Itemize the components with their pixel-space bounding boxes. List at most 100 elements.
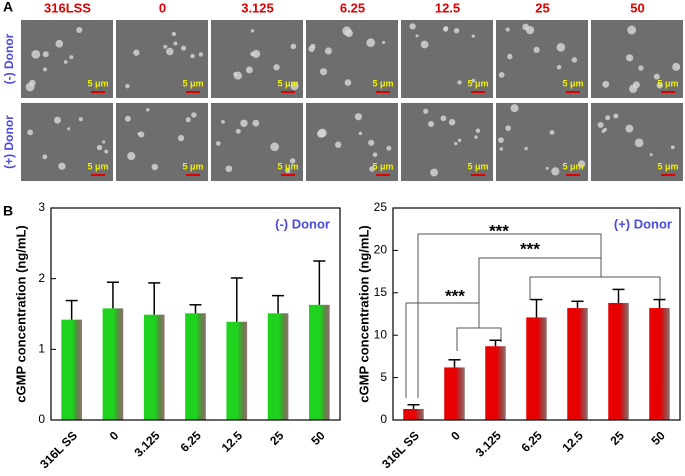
cell [670,145,675,150]
bar [267,313,289,420]
cell [240,119,248,127]
bar [143,314,165,420]
bar [649,308,670,420]
cell [285,167,291,174]
column-label: 3.125 [241,0,274,15]
cell [177,134,185,142]
scale-bar-label: 5 μm [182,161,203,171]
scale-bar-label: 5 μm [562,161,583,171]
cell [324,47,332,55]
cell [448,118,456,126]
cell [627,25,637,35]
cell [382,40,386,45]
x-tick-label: 3.125 [473,428,504,459]
cell [124,115,131,122]
cell [415,34,419,38]
sem-image [211,20,303,98]
cell [551,167,560,176]
cell [27,129,34,136]
cell [250,51,255,57]
row-label: (+) Donor [2,115,16,169]
bar [226,321,248,420]
cell [522,23,529,31]
cell [198,52,204,57]
sem-image [21,103,113,181]
scale-bar-label: 5 μm [467,161,488,171]
sem-image [496,103,588,181]
cell [250,29,255,33]
cell [499,147,504,151]
cell [430,168,439,177]
cell [54,116,61,124]
scale-bar-label: 5 μm [372,78,393,88]
cell [173,41,178,46]
cell [235,128,241,134]
brackets [405,233,661,398]
bar [526,317,547,420]
cell [151,163,158,171]
cell [133,49,140,56]
x-tick-label: 3.125 [131,428,162,459]
cell [190,53,195,59]
bar [61,319,82,420]
column-label: 0 [159,0,166,15]
cell [507,53,513,60]
cell [358,131,363,136]
cell [191,112,197,118]
x-tick-label: 316L SS [37,428,80,471]
cell [42,154,48,160]
cell [634,138,644,148]
cell [289,158,296,164]
cell [577,160,586,168]
column-label: 316LSS [44,0,91,15]
bar [485,346,506,420]
bar [444,367,465,420]
scale-bar-label: 5 μm [87,161,108,171]
row-label: (-) Donor [2,33,16,84]
cell [454,142,458,146]
bar [309,304,330,420]
cell [185,117,191,123]
cell [319,68,328,76]
cell [442,26,449,32]
cell [556,43,566,52]
bar [608,302,629,420]
cell [498,137,504,144]
cell [78,117,83,122]
cell [308,45,315,53]
cell [457,80,462,85]
panel-label: B [3,203,13,219]
cell [366,38,376,47]
x-tick-label: 12.5 [219,428,246,455]
cell [510,104,519,113]
cell [602,80,610,88]
cell [216,141,221,146]
cell [125,83,130,89]
y-tick-label: 2 [38,271,45,285]
x-tick-label: 6.25 [177,428,204,455]
cell [597,121,604,128]
column-label: 25 [535,0,549,15]
y-tick-label: 0 [380,412,387,426]
cell [453,27,460,34]
cell [345,29,353,38]
significance: *** [489,221,509,240]
cell [505,27,510,32]
cell [252,119,260,127]
scale-bar-label: 5 μm [87,78,108,88]
x-tick-label: 6.25 [518,428,545,455]
cell [146,108,150,112]
cell [127,152,136,161]
cell [533,46,540,54]
y-tick-label: 1 [38,342,45,356]
cell [233,71,242,80]
cell [638,65,644,71]
cell [672,62,681,71]
x-tick-label: 0 [448,428,463,443]
significance: *** [520,239,540,258]
cell [318,128,327,138]
cell [104,149,109,154]
column-label: 6.25 [340,0,365,15]
sem-image [401,20,493,98]
column-label: 12.5 [435,0,460,15]
